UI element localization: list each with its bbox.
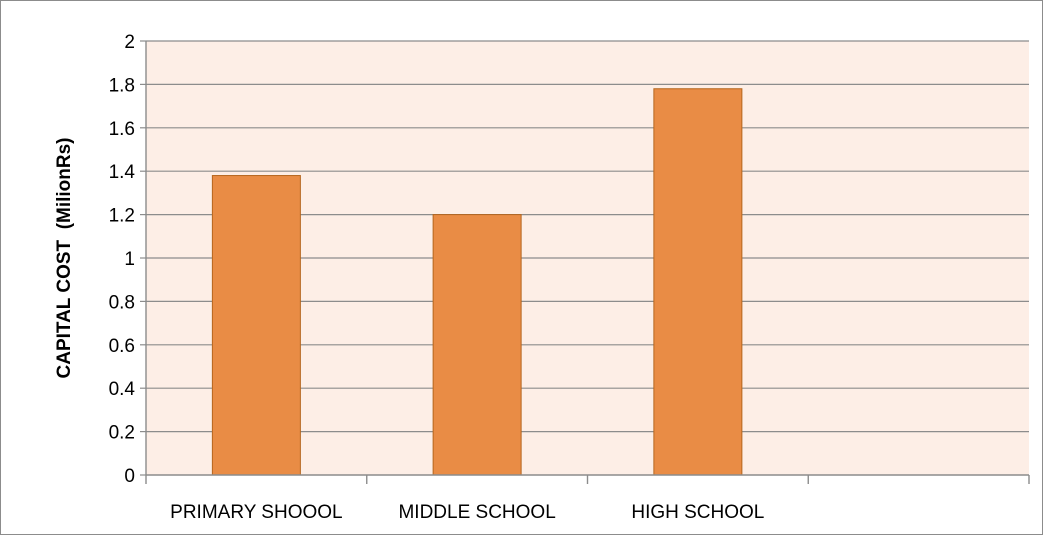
y-tick-labels: 0 0.2 0.4 0.6 0.8 1 1.2 1.4 1.6 1.8 2 bbox=[109, 32, 136, 487]
y-tick-label: 0 bbox=[124, 466, 135, 487]
y-tick-label: 2 bbox=[124, 32, 135, 53]
axes bbox=[145, 41, 1030, 484]
y-tick-label: 1.8 bbox=[109, 75, 135, 96]
y-tick-label: 1.6 bbox=[109, 119, 135, 140]
bars bbox=[211, 88, 743, 476]
bar bbox=[653, 88, 743, 476]
x-tick-label: HIGH SCHOOL bbox=[631, 502, 764, 523]
y-axis-title: CAPITAL COST (MilionRs) bbox=[54, 137, 75, 378]
y-tick-label: 0.8 bbox=[109, 292, 135, 313]
y-tick-label: 1 bbox=[124, 249, 135, 270]
bar bbox=[211, 175, 301, 476]
x-tick-labels: PRIMARY SHOOOL MIDDLE SCHOOL HIGH SCHOOL bbox=[170, 502, 764, 523]
x-tick-label: PRIMARY SHOOOL bbox=[170, 502, 342, 523]
y-tick-label: 1.2 bbox=[109, 206, 135, 227]
bar bbox=[432, 214, 522, 476]
x-tick-label: MIDDLE SCHOOL bbox=[398, 502, 555, 523]
y-tick-label: 0.6 bbox=[109, 336, 135, 357]
y-tick-label: 0.4 bbox=[109, 379, 136, 400]
y-tick-label: 0.2 bbox=[109, 423, 135, 444]
y-tick-label: 1.4 bbox=[109, 162, 136, 183]
